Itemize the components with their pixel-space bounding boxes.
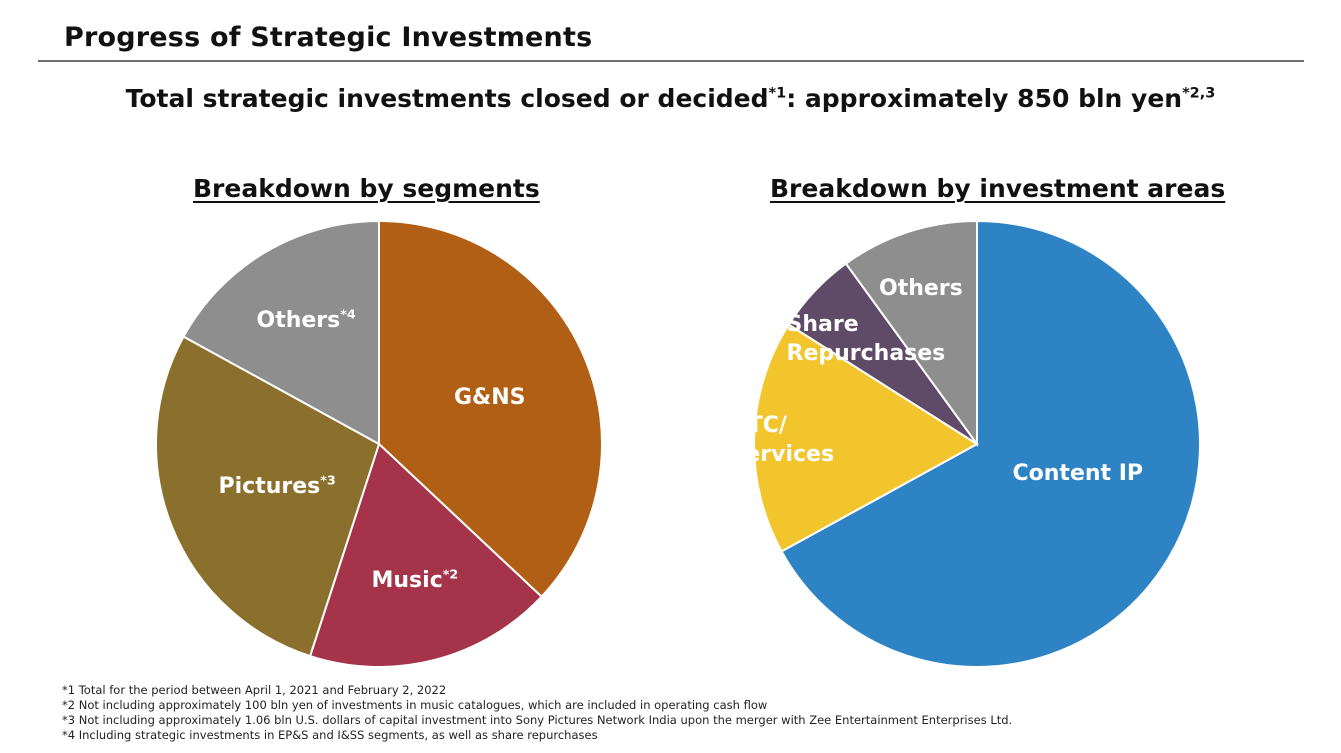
page-title: Progress of Strategic Investments [64,22,593,53]
subtitle-text-2: : approximately 850 bln yen [786,84,1183,113]
area-label-share-repurchases: Share Repurchases [786,311,946,367]
segment-label-others: Others*4 [256,307,356,333]
area-label-dtc-services: DTC/Services [729,412,835,468]
footnote-3: *3 Not including approximately 1.06 bln … [62,713,1013,727]
footnote-4: *4 Including strategic investments in EP… [62,728,598,742]
title-divider [38,60,1304,62]
area-slice-dtc-services [753,323,979,553]
segment-slice-pictures [155,335,381,658]
areas-chart-title: Breakdown by investment areas [770,174,1226,203]
segment-label-g-ns: G&NS [454,385,526,410]
subtitle-text: Total strategic investments closed or de… [125,84,769,113]
segments-chart-title: Breakdown by segments [193,174,540,203]
footnote-1: *1 Total for the period between April 1,… [62,683,447,697]
footnote-2: *2 Not including approximately 100 bln y… [62,698,768,712]
area-slice-content-ip [780,219,1201,668]
area-label-content-ip: Content IP [1012,461,1144,486]
segment-label-music: Music*2 [371,567,459,593]
area-label-others: Others [879,276,963,301]
subtitle-footnote-1: *1 [768,85,787,102]
segment-slice-music [308,442,543,668]
footnotes: *1 Total for the period between April 1,… [62,683,1012,743]
page-subtitle: Total strategic investments closed or de… [0,84,1341,113]
subtitle-footnote-2: *2,3 [1182,85,1216,102]
segment-slice-g-ns [378,219,603,599]
segment-slice-others [182,219,380,446]
segment-label-pictures: Pictures*3 [218,473,336,499]
area-slice-others [844,219,978,448]
